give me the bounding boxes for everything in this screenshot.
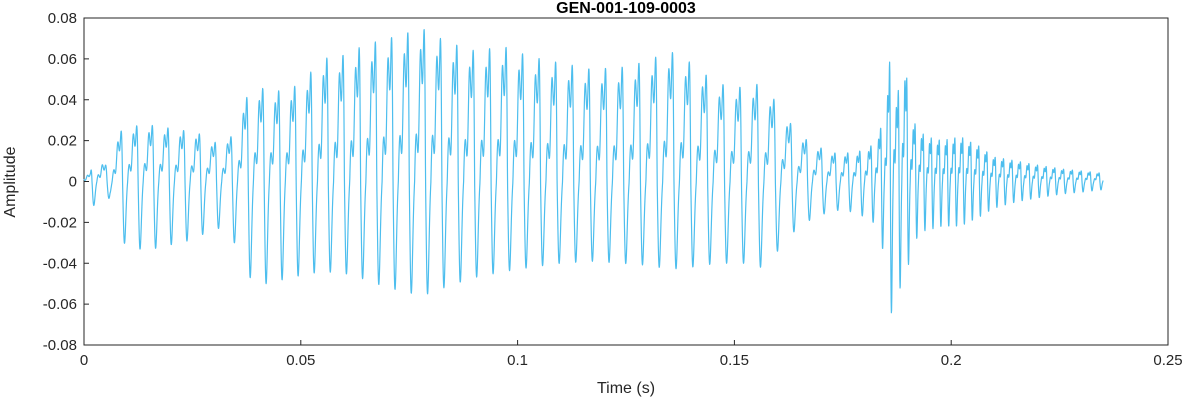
y-tick-label: -0.08 (43, 337, 77, 354)
x-tick-label: 0.05 (286, 352, 315, 369)
x-tick-label: 0.25 (1153, 352, 1182, 369)
plot-area-box (83, 17, 1169, 346)
y-tick-label: -0.06 (43, 296, 77, 313)
y-tick-label: 0.04 (48, 92, 77, 109)
axis-ticks (83, 17, 1169, 346)
y-tick-label: 0.06 (48, 51, 77, 68)
y-tick-label: 0 (69, 174, 77, 191)
x-tick-label: 0.15 (720, 352, 749, 369)
x-tick-label: 0 (80, 352, 88, 369)
y-tick-label: -0.02 (43, 214, 77, 231)
y-tick-label: 0.02 (48, 133, 77, 150)
x-tick-label: 0.2 (941, 352, 962, 369)
axis-tick-labels: 0 0.05 0.1 0.15 0.2 0.25 -0.08 -0.06 -0.04 -0.02 0… (43, 10, 1183, 369)
chart-title: GEN-001-109-0003 (556, 0, 696, 17)
x-tick-label: 0.1 (507, 352, 528, 369)
y-tick-label: -0.04 (43, 255, 77, 272)
waveform-line (83, 28, 1104, 314)
y-tick-label: 0.08 (48, 10, 77, 27)
y-axis-label: Amplitude (2, 146, 19, 217)
x-axis-label: Time (s) (597, 380, 655, 397)
